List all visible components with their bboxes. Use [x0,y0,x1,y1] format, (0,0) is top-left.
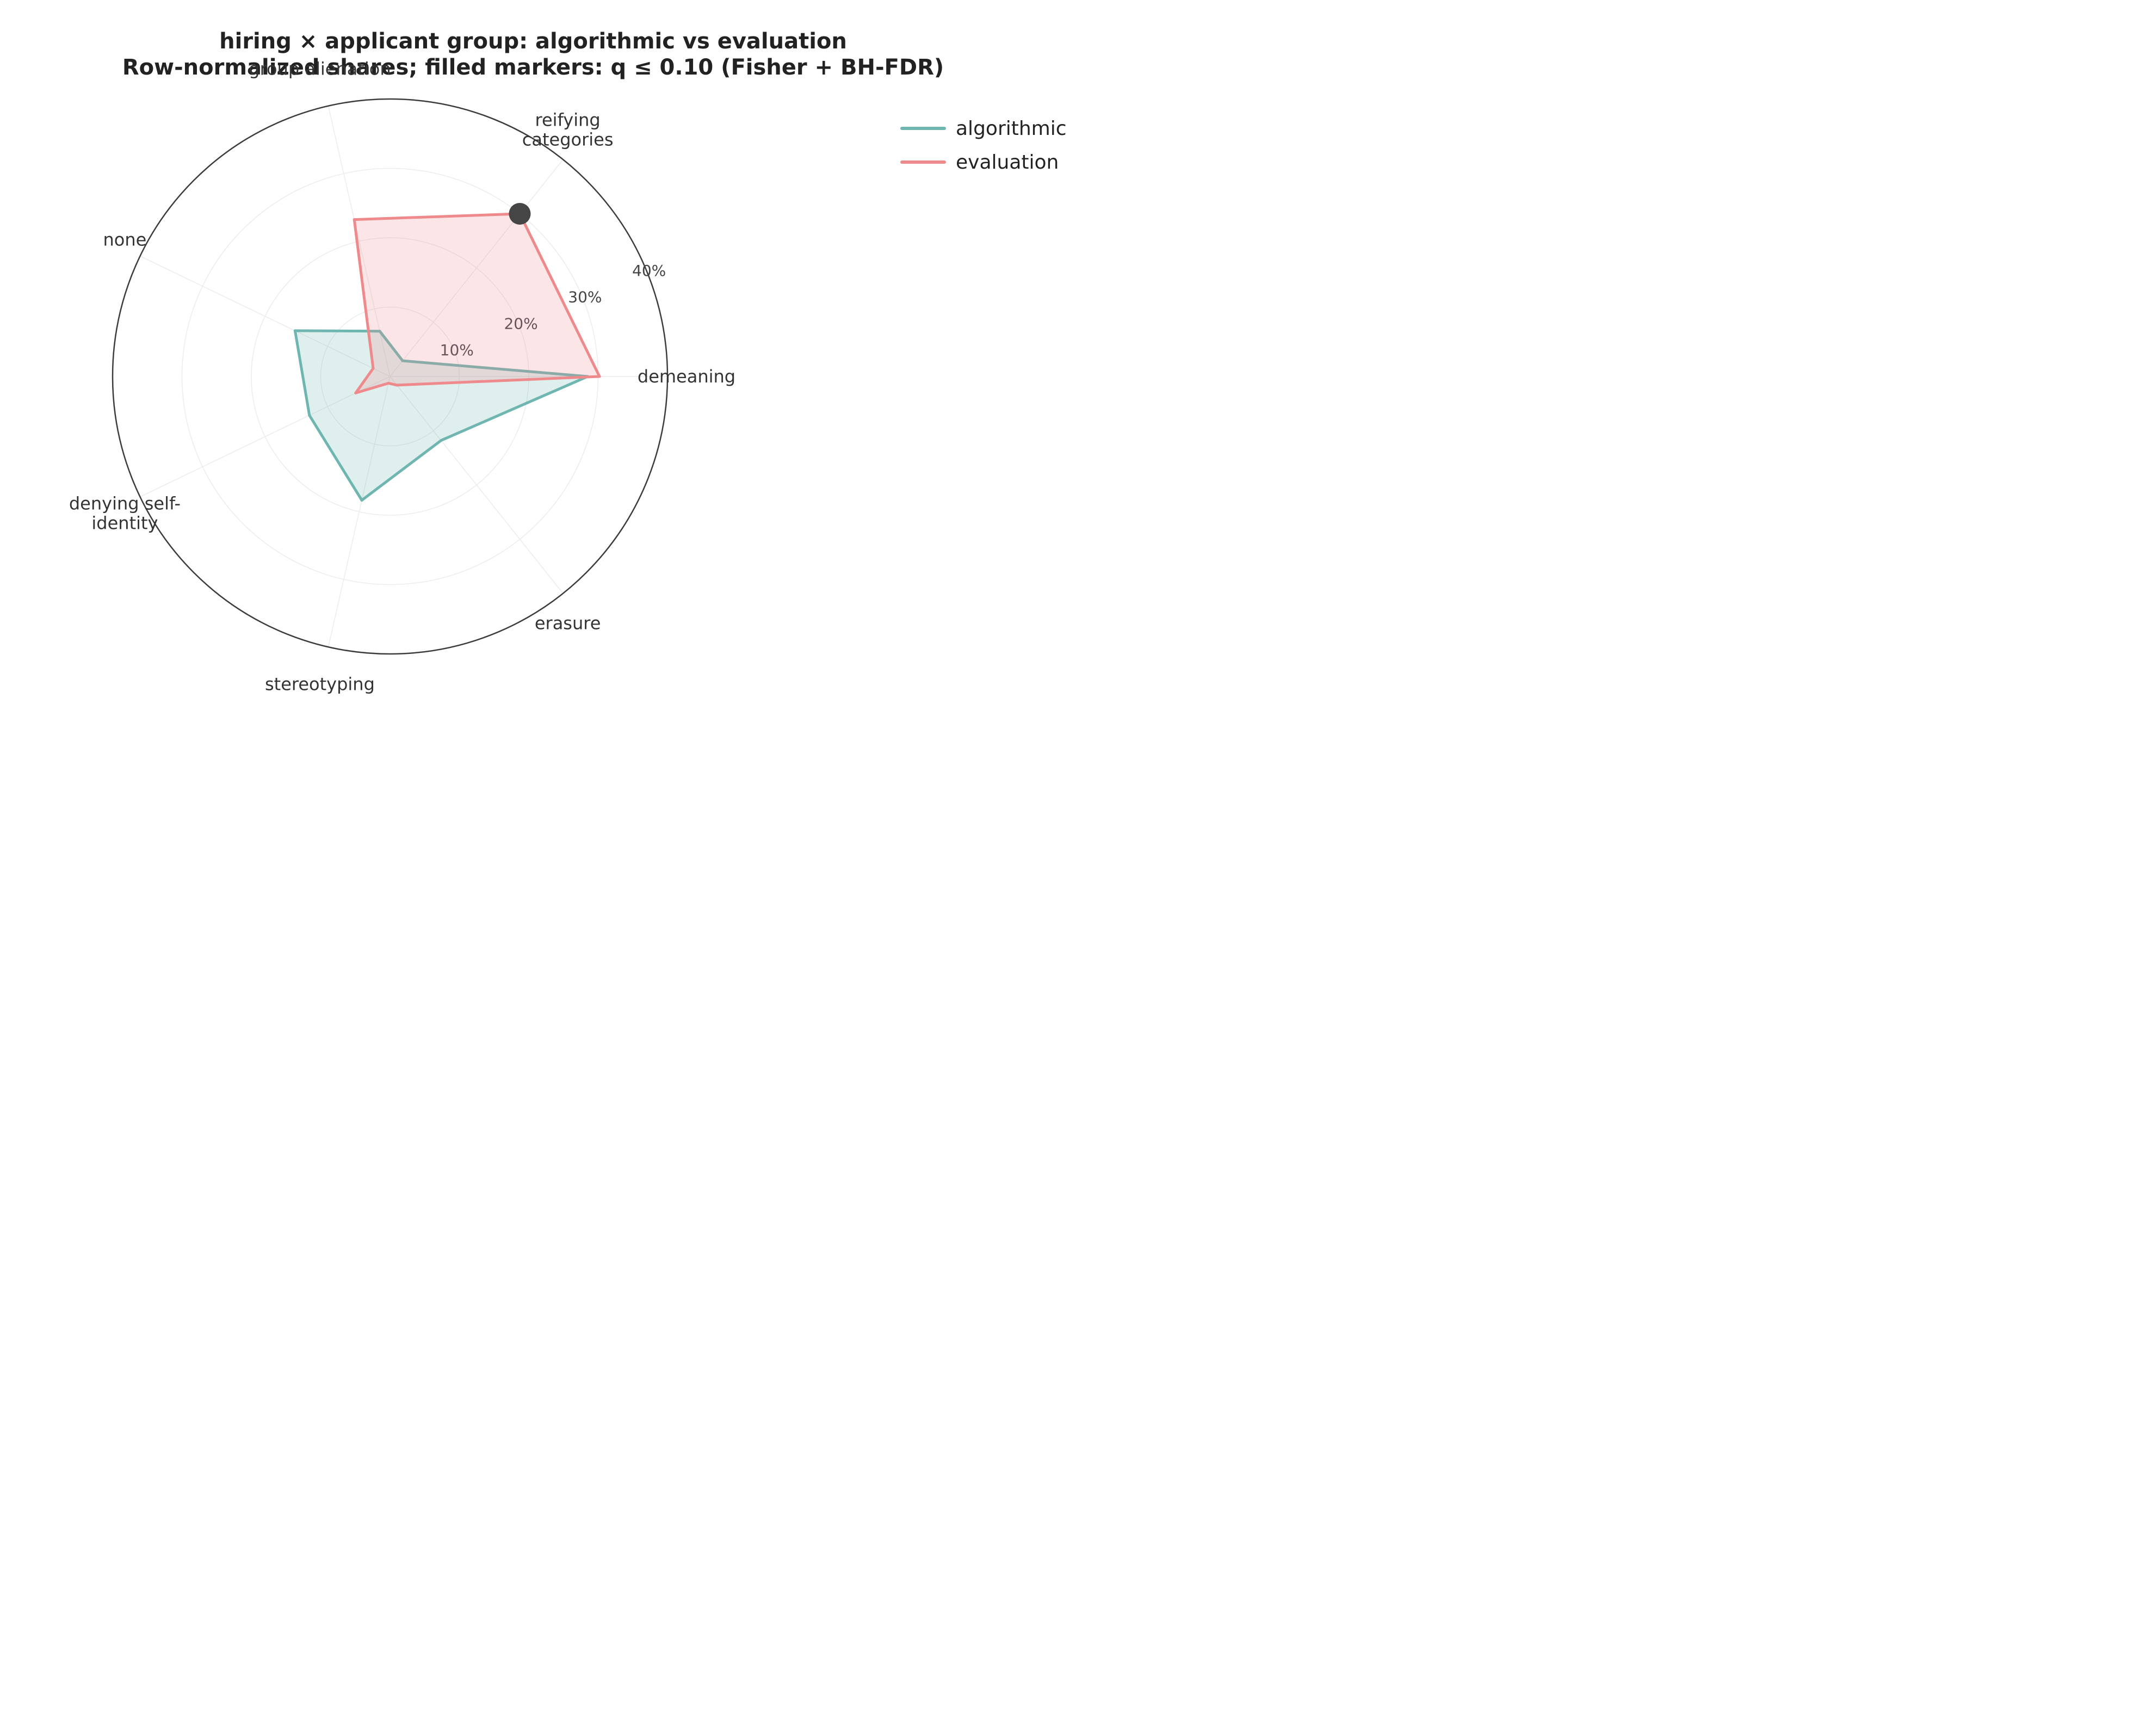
axis-label-1: reifying categories [522,110,614,150]
axis-label-5: stereotyping [265,674,375,694]
series-point-evaluation-3 [372,367,375,370]
axis-spoke-3 [140,256,391,377]
series-point-evaluation-2 [353,218,356,221]
legend-label-algorithmic: algorithmic [956,117,1067,140]
series-point-algorithmic-6 [440,439,443,442]
axis-label-3: none [103,229,147,250]
series-line-evaluation [353,212,601,394]
series-point-algorithmic-5 [360,498,363,502]
series-point-evaluation-4 [354,391,357,394]
series-point-algorithmic-1 [401,359,404,362]
axis-spoke-5 [327,376,391,647]
significant-marker-0 [509,202,531,225]
series-point-evaluation-0 [598,375,601,378]
series-area-evaluation [354,213,599,393]
legend-swatch-evaluation [900,160,946,164]
series-point-algorithmic-3 [293,329,296,332]
series-line-algorithmic [293,329,589,502]
radial-tick-label-0: 10% [440,341,474,359]
axis-spoke-6 [389,376,564,594]
series-point-algorithmic-2 [378,330,381,333]
axis-label-6: erasure [535,613,601,633]
legend-swatch-algorithmic [900,127,946,130]
radial-tick-label-3: 40% [632,262,666,280]
legend-item-evaluation: evaluation [900,145,1067,179]
series-point-evaluation-5 [387,381,390,385]
series-point-algorithmic-4 [308,413,311,417]
legend: algorithmic evaluation [900,112,1067,179]
axis-label-2: group alienation [249,59,391,79]
series-point-evaluation-6 [395,384,399,387]
chart-title-line-2: Row-normalized shares; filled markers: q… [122,55,944,80]
legend-label-evaluation: evaluation [956,151,1059,174]
legend-item-algorithmic: algorithmic [900,112,1067,145]
radial-tick-label-1: 20% [504,314,537,332]
chart-title-line-1: hiring × applicant group: algorithmic vs… [219,29,847,54]
axis-label-0: demeaning [638,366,735,387]
axis-spoke-4 [140,376,391,497]
axis-label-4: denying self-identity [69,493,181,534]
outer-circle [112,98,669,655]
axis-spoke-1 [389,159,564,377]
radial-tick-label-2: 30% [568,288,602,306]
